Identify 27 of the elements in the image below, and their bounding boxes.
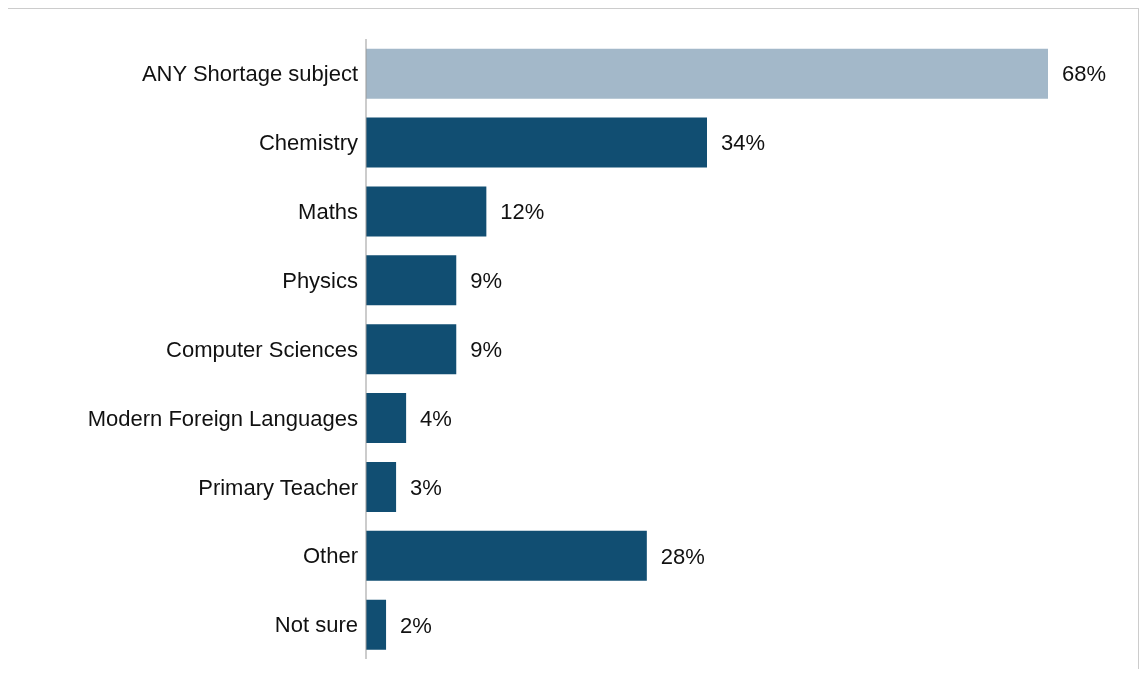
bar — [366, 530, 647, 581]
data-label: 2% — [400, 612, 432, 638]
bar — [366, 186, 487, 237]
data-label: 9% — [470, 337, 503, 363]
bar — [366, 117, 707, 168]
data-label: 3% — [410, 474, 442, 500]
y-tick-label: Computer Sciences — [166, 336, 358, 362]
data-label: 28% — [660, 543, 705, 569]
y-tick-label: Other — [302, 543, 358, 569]
data-label: 9% — [470, 268, 503, 294]
y-tick-label: Not sure — [274, 612, 358, 638]
y-tick-label: Physics — [282, 267, 358, 293]
bar — [366, 324, 457, 375]
data-label: 12% — [500, 199, 545, 225]
data-label: 68% — [1062, 61, 1107, 87]
y-tick-label: Chemistry — [258, 130, 358, 156]
bar — [366, 393, 407, 444]
data-label: 4% — [420, 405, 452, 431]
bar — [366, 48, 1048, 99]
y-tick-label: Maths — [298, 199, 358, 225]
bar — [366, 255, 457, 306]
y-tick-label: Modern Foreign Languages — [87, 405, 358, 431]
y-tick-label: ANY Shortage subject — [141, 61, 358, 87]
y-tick-label: Primary Teacher — [198, 474, 358, 500]
bar — [366, 599, 387, 650]
data-label: 34% — [721, 130, 766, 156]
bar — [366, 461, 397, 512]
